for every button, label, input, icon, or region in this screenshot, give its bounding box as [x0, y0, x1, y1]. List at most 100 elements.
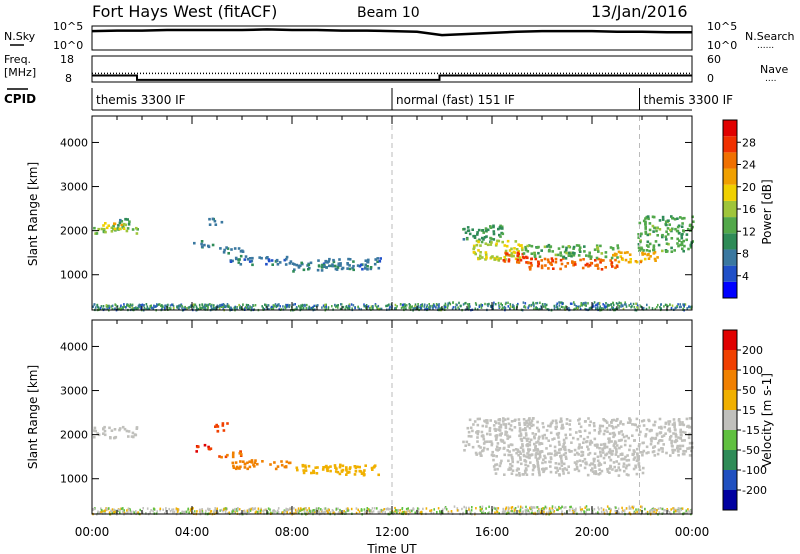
scatter-point: [335, 268, 339, 271]
scatter-point: [661, 235, 664, 239]
ground-point: [680, 508, 683, 512]
ground-point: [637, 508, 640, 511]
scatter-point: [634, 466, 638, 469]
scatter-point: [582, 441, 585, 444]
ground-point: [595, 307, 597, 310]
scatter-point: [119, 218, 122, 222]
scatter-point: [596, 455, 600, 459]
scatter-point: [615, 460, 618, 463]
scatter-point: [676, 446, 679, 450]
ground-point: [226, 507, 228, 510]
scatter-point: [658, 417, 662, 421]
ground-point: [381, 510, 384, 514]
ground-point: [446, 306, 449, 309]
scatter-point: [509, 424, 513, 427]
ground-point: [638, 511, 640, 515]
scatter-point: [622, 462, 626, 465]
scatter-point: [539, 442, 543, 445]
scatter-point: [567, 254, 571, 257]
scatter-point: [517, 250, 520, 253]
colorbar-swatch: [723, 281, 737, 298]
scatter-point: [629, 260, 632, 264]
ground-point: [345, 507, 348, 511]
ground-point: [177, 508, 179, 511]
scatter-point: [674, 432, 677, 436]
ground-point: [242, 511, 245, 514]
scatter-point: [611, 265, 614, 268]
ground-point: [475, 507, 477, 510]
scatter-point: [312, 471, 316, 475]
scatter-point: [554, 253, 558, 257]
scatter-point: [596, 264, 599, 267]
scatter-point: [503, 446, 506, 450]
scatter-point: [519, 458, 522, 461]
scatter-point: [475, 243, 479, 247]
ground-point: [127, 507, 130, 510]
scatter-point: [613, 465, 616, 469]
scatter-point: [555, 432, 559, 436]
ground-point: [432, 305, 434, 309]
ground-point: [683, 304, 685, 307]
ground-point: [390, 511, 392, 514]
ground-point: [173, 306, 175, 310]
ground-point: [439, 307, 442, 310]
scatter-point: [583, 466, 587, 470]
ground-point: [276, 304, 279, 308]
velocity-ground-scatter: [92, 320, 693, 516]
ground-point: [321, 509, 323, 512]
ground-point: [293, 507, 295, 510]
scatter-point: [493, 468, 497, 471]
ground-point: [406, 509, 409, 513]
ground-point: [671, 304, 674, 307]
scatter-point: [545, 467, 548, 470]
ground-point: [608, 507, 610, 510]
ground-point: [198, 303, 201, 307]
ground-point: [630, 306, 632, 309]
scatter-point: [671, 216, 674, 220]
colorbar-swatch: [723, 152, 737, 169]
scatter-point: [488, 426, 492, 430]
ground-point: [371, 507, 374, 510]
scatter-point: [503, 453, 506, 457]
ground-point: [612, 306, 614, 310]
ground-point: [93, 303, 96, 306]
scatter-point: [679, 216, 682, 219]
ground-point: [175, 507, 178, 510]
scatter-point: [499, 432, 502, 436]
ground-point: [546, 308, 549, 311]
ground-point: [311, 307, 314, 310]
scatter-point: [549, 470, 553, 474]
ground-point: [238, 303, 240, 307]
scatter-point: [545, 436, 548, 440]
ground-point: [262, 306, 264, 310]
ground-point: [488, 302, 490, 306]
colorbar-tick-label: 28: [742, 136, 756, 149]
ground-point: [435, 306, 437, 309]
ground-point: [574, 303, 576, 306]
scatter-point: [103, 425, 106, 429]
scatter-point: [230, 248, 233, 251]
ground-point: [400, 306, 403, 310]
colorbar-swatch: [723, 200, 737, 218]
scatter-point: [609, 259, 612, 262]
scatter-point: [475, 431, 478, 434]
ground-point: [173, 510, 176, 514]
ground-point: [450, 510, 453, 513]
scatter-point: [626, 421, 630, 424]
ground-point: [374, 304, 377, 307]
scatter-point: [530, 419, 534, 422]
scatter-point: [498, 233, 501, 237]
ground-point: [358, 307, 360, 310]
ground-point: [447, 302, 449, 305]
ground-point: [494, 511, 496, 514]
scatter-point: [526, 455, 530, 459]
data-cell-13: [522, 243, 620, 260]
ground-point: [545, 511, 548, 514]
scatter-point: [654, 240, 658, 243]
scatter-point: [576, 437, 580, 441]
scatter-point: [603, 442, 607, 446]
scatter-point: [655, 226, 658, 230]
ground-point: [229, 306, 232, 309]
ground-point: [324, 303, 326, 307]
